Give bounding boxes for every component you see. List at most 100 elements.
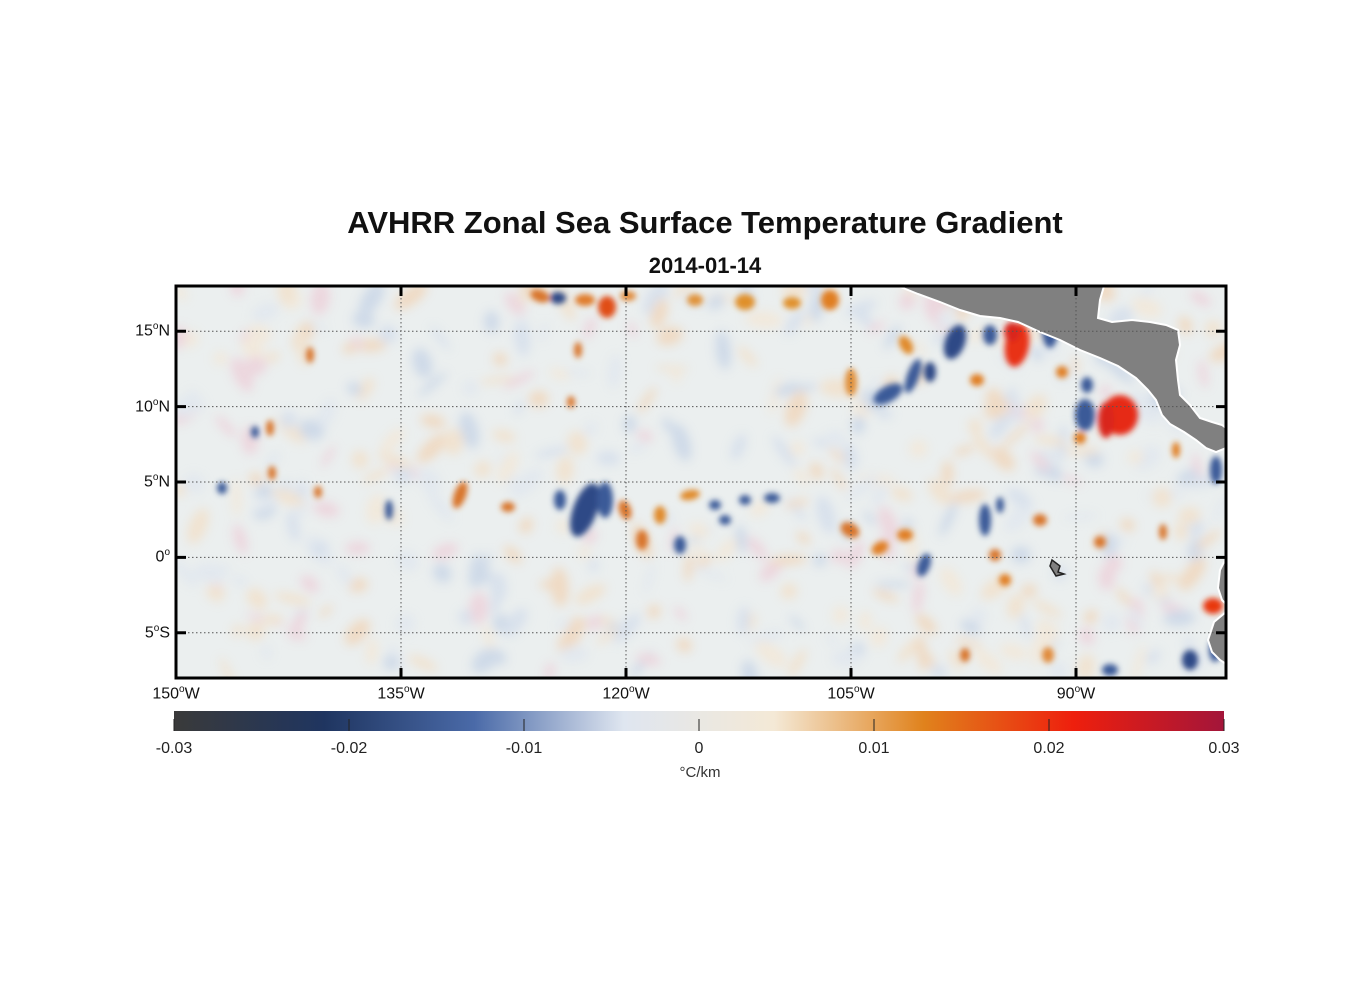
texture-patch xyxy=(1030,345,1043,362)
texture-patch xyxy=(1030,451,1050,472)
lon-label: 105oW xyxy=(827,684,875,703)
texture-patch xyxy=(972,431,994,460)
texture-patch xyxy=(874,581,912,588)
texture-patch xyxy=(383,655,399,671)
texture-patch xyxy=(636,430,653,443)
gradient-feature xyxy=(983,325,997,345)
texture-patch xyxy=(1120,518,1135,532)
texture-patch xyxy=(1041,342,1059,357)
land-central-america xyxy=(897,286,1226,454)
texture-patch xyxy=(216,588,226,603)
texture-patch xyxy=(589,559,599,572)
texture-patch xyxy=(574,584,606,605)
texture-patch xyxy=(389,643,403,670)
texture-patch xyxy=(915,613,937,635)
texture-patch xyxy=(351,450,369,469)
texture-patch xyxy=(294,326,309,366)
texture-patch xyxy=(737,346,758,367)
texture-patch xyxy=(821,430,846,450)
texture-patch xyxy=(1189,290,1212,307)
texture-patch xyxy=(582,528,597,544)
colorbar-tick-label: -0.03 xyxy=(155,740,193,757)
texture-patch xyxy=(1178,316,1193,335)
map-date-subtitle: 2014-01-14 xyxy=(648,253,762,278)
texture-patch xyxy=(991,447,1015,471)
texture-patch xyxy=(1204,320,1222,338)
gradient-feature xyxy=(618,500,632,520)
texture-patch xyxy=(643,563,655,594)
texture-patch xyxy=(650,298,668,329)
gradient-feature xyxy=(530,289,550,303)
lat-label: 0o xyxy=(155,547,170,566)
texture-patch xyxy=(1049,661,1068,678)
gradient-feature xyxy=(840,522,860,538)
texture-patch xyxy=(897,636,922,663)
texture-patch xyxy=(356,377,375,401)
texture-patch xyxy=(970,608,987,625)
texture-patch xyxy=(999,643,1028,660)
texture-patch xyxy=(315,398,337,432)
texture-patch xyxy=(845,300,877,316)
texture-patch xyxy=(789,615,805,631)
lon-label: 135oW xyxy=(377,684,425,703)
texture-patch xyxy=(313,501,340,518)
gradient-feature xyxy=(1159,524,1167,540)
texture-patch xyxy=(300,575,320,593)
gradient-feature xyxy=(873,383,903,405)
texture-patch xyxy=(1032,599,1063,618)
texture-patch xyxy=(749,500,770,517)
texture-patch xyxy=(730,433,747,460)
gradient-feature xyxy=(597,482,613,518)
texture-patch xyxy=(715,538,738,563)
texture-patch xyxy=(627,321,637,338)
texture-patch xyxy=(255,495,279,512)
texture-patch xyxy=(420,414,446,428)
gradient-feature xyxy=(385,500,393,520)
texture-patch xyxy=(973,648,1002,675)
texture-patch xyxy=(321,445,336,468)
texture-patch xyxy=(816,495,836,534)
texture-patch xyxy=(1178,507,1201,525)
texture-patch xyxy=(787,648,807,678)
texture-patch xyxy=(417,433,447,463)
texture-patch xyxy=(192,563,228,583)
texture-patch xyxy=(274,592,311,606)
texture-patch xyxy=(311,540,329,557)
texture-patch xyxy=(1115,587,1133,607)
texture-patch xyxy=(636,653,661,666)
texture-patch xyxy=(870,626,888,648)
texture-patch xyxy=(396,550,419,572)
texture-patch xyxy=(643,286,668,316)
texture-patch xyxy=(784,308,806,336)
texture-patch xyxy=(941,460,954,487)
texture-patch xyxy=(432,563,452,583)
texture-patch xyxy=(671,423,692,462)
texture-patch xyxy=(504,292,526,316)
texture-patch xyxy=(1007,594,1025,619)
texture-patch xyxy=(292,632,308,641)
texture-patch xyxy=(912,340,926,356)
texture-patch xyxy=(769,376,781,415)
texture-patch xyxy=(412,348,433,379)
texture-patch xyxy=(1176,468,1198,485)
gradient-feature xyxy=(251,426,259,438)
gradient-feature xyxy=(917,553,931,577)
texture-patch xyxy=(741,659,758,678)
gradient-feature xyxy=(739,495,751,505)
texture-patch xyxy=(774,382,801,397)
texture-patch xyxy=(1025,394,1047,419)
sst-gradient-texture xyxy=(176,286,1226,678)
texture-patch xyxy=(479,375,516,385)
texture-patch xyxy=(497,451,519,484)
texture-patch xyxy=(503,370,535,389)
texture-patch xyxy=(280,411,297,429)
texture-patch xyxy=(556,619,571,630)
gradient-feature xyxy=(1075,399,1095,431)
texture-patch xyxy=(745,311,783,328)
texture-patch xyxy=(443,428,464,455)
texture-patch xyxy=(492,429,516,443)
texture-patch xyxy=(1179,557,1206,591)
map-title: AVHRR Zonal Sea Surface Temperature Grad… xyxy=(347,205,1063,240)
texture-patch xyxy=(669,526,678,553)
